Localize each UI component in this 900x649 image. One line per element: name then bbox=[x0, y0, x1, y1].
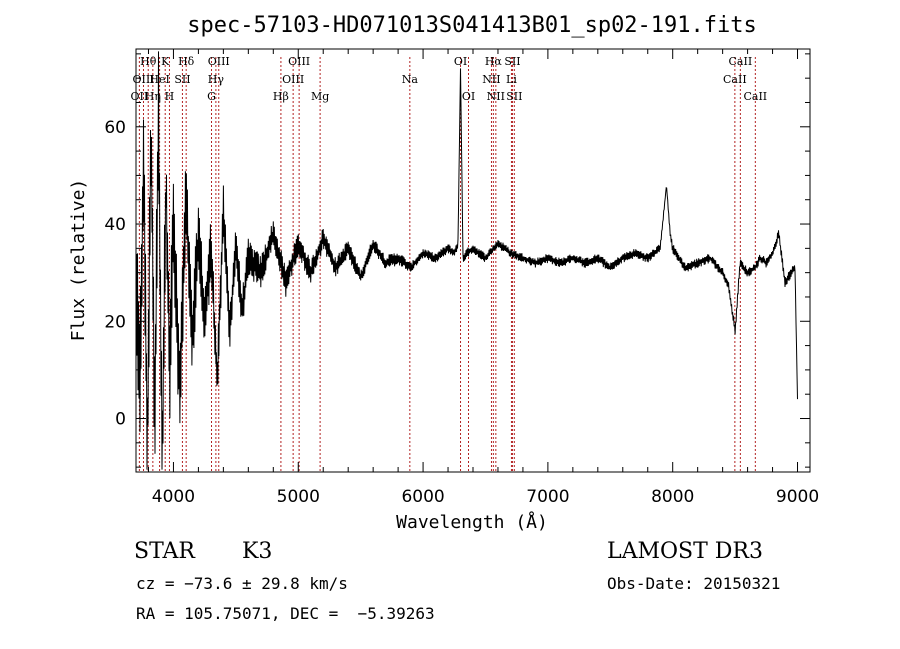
spectral-line-label: Hβ bbox=[273, 90, 289, 103]
spectral-line-label: CaII bbox=[723, 73, 747, 86]
object-subclass: K3 bbox=[242, 539, 273, 564]
object-type: STAR bbox=[134, 539, 195, 564]
spectral-line-label: Mg bbox=[311, 90, 329, 103]
spectral-line-label: HeI bbox=[149, 73, 169, 86]
x-tick-label: 5000 bbox=[277, 487, 320, 507]
spectral-line-label: Hγ bbox=[208, 73, 225, 86]
spectral-line-label: SII bbox=[506, 90, 522, 103]
spectral-line-label: Hθ bbox=[140, 55, 157, 68]
spectral-line-label: H bbox=[165, 90, 175, 103]
spectrum-line bbox=[135, 51, 798, 470]
x-tick-label: 9000 bbox=[776, 487, 819, 507]
y-tick-label: 40 bbox=[104, 215, 126, 235]
spectral-line-label: OIII bbox=[132, 73, 154, 86]
spectral-line-label: SII bbox=[504, 55, 520, 68]
sky-coordinates: RA = 105.75071, DEC = −5.39263 bbox=[136, 604, 435, 623]
chart-title: spec-57103-HD071013S041413B01_sp02-191.f… bbox=[187, 13, 757, 38]
x-tick-label: 7000 bbox=[526, 487, 569, 507]
survey-name: LAMOST DR3 bbox=[607, 539, 763, 564]
spectral-line-label: OIII bbox=[282, 73, 304, 86]
x-tick-label: 6000 bbox=[401, 487, 444, 507]
spectral-line-markers bbox=[138, 57, 756, 472]
spectral-line-label: CaII bbox=[743, 90, 767, 103]
y-axis-ticks: 0 20 40 60 bbox=[104, 53, 810, 468]
spectral-line-label: K bbox=[161, 55, 170, 68]
spectral-line-label: NII bbox=[482, 73, 500, 86]
y-tick-label: 0 bbox=[115, 410, 126, 430]
y-axis-label: Flux (relative) bbox=[68, 179, 89, 342]
spectral-line-label: Hα bbox=[485, 55, 503, 68]
spectral-line-label: Hδ bbox=[178, 55, 195, 68]
y-tick-label: 20 bbox=[104, 312, 126, 332]
observation-date: Obs-Date: 20150321 bbox=[607, 574, 781, 593]
x-tick-label: 4000 bbox=[152, 487, 195, 507]
spectral-line-label: OII bbox=[131, 90, 149, 103]
x-tick-label: 8000 bbox=[651, 487, 694, 507]
spectral-line-label: Na bbox=[402, 73, 419, 86]
y-tick-label: 60 bbox=[104, 118, 126, 138]
spectral-line-label: OI bbox=[462, 90, 475, 103]
redshift-velocity: cz = −73.6 ± 29.8 km/s bbox=[136, 574, 348, 593]
spectral-line-label: Hη bbox=[145, 90, 161, 103]
spectral-line-label: SII bbox=[174, 73, 190, 86]
spectral-line-label: NII bbox=[487, 90, 505, 103]
spectral-line-label: CaII bbox=[729, 55, 753, 68]
spectral-line-label: OI bbox=[454, 55, 467, 68]
spectral-line-label: OIII bbox=[208, 55, 230, 68]
x-axis-ticks: 4000 5000 6000 7000 8000 9000 bbox=[147, 49, 819, 507]
spectral-line-label: OIII bbox=[288, 55, 310, 68]
x-axis-label: Wavelength (Å) bbox=[396, 511, 548, 533]
spectral-line-label: G bbox=[207, 90, 216, 103]
spectral-line-label: Li bbox=[506, 73, 517, 86]
